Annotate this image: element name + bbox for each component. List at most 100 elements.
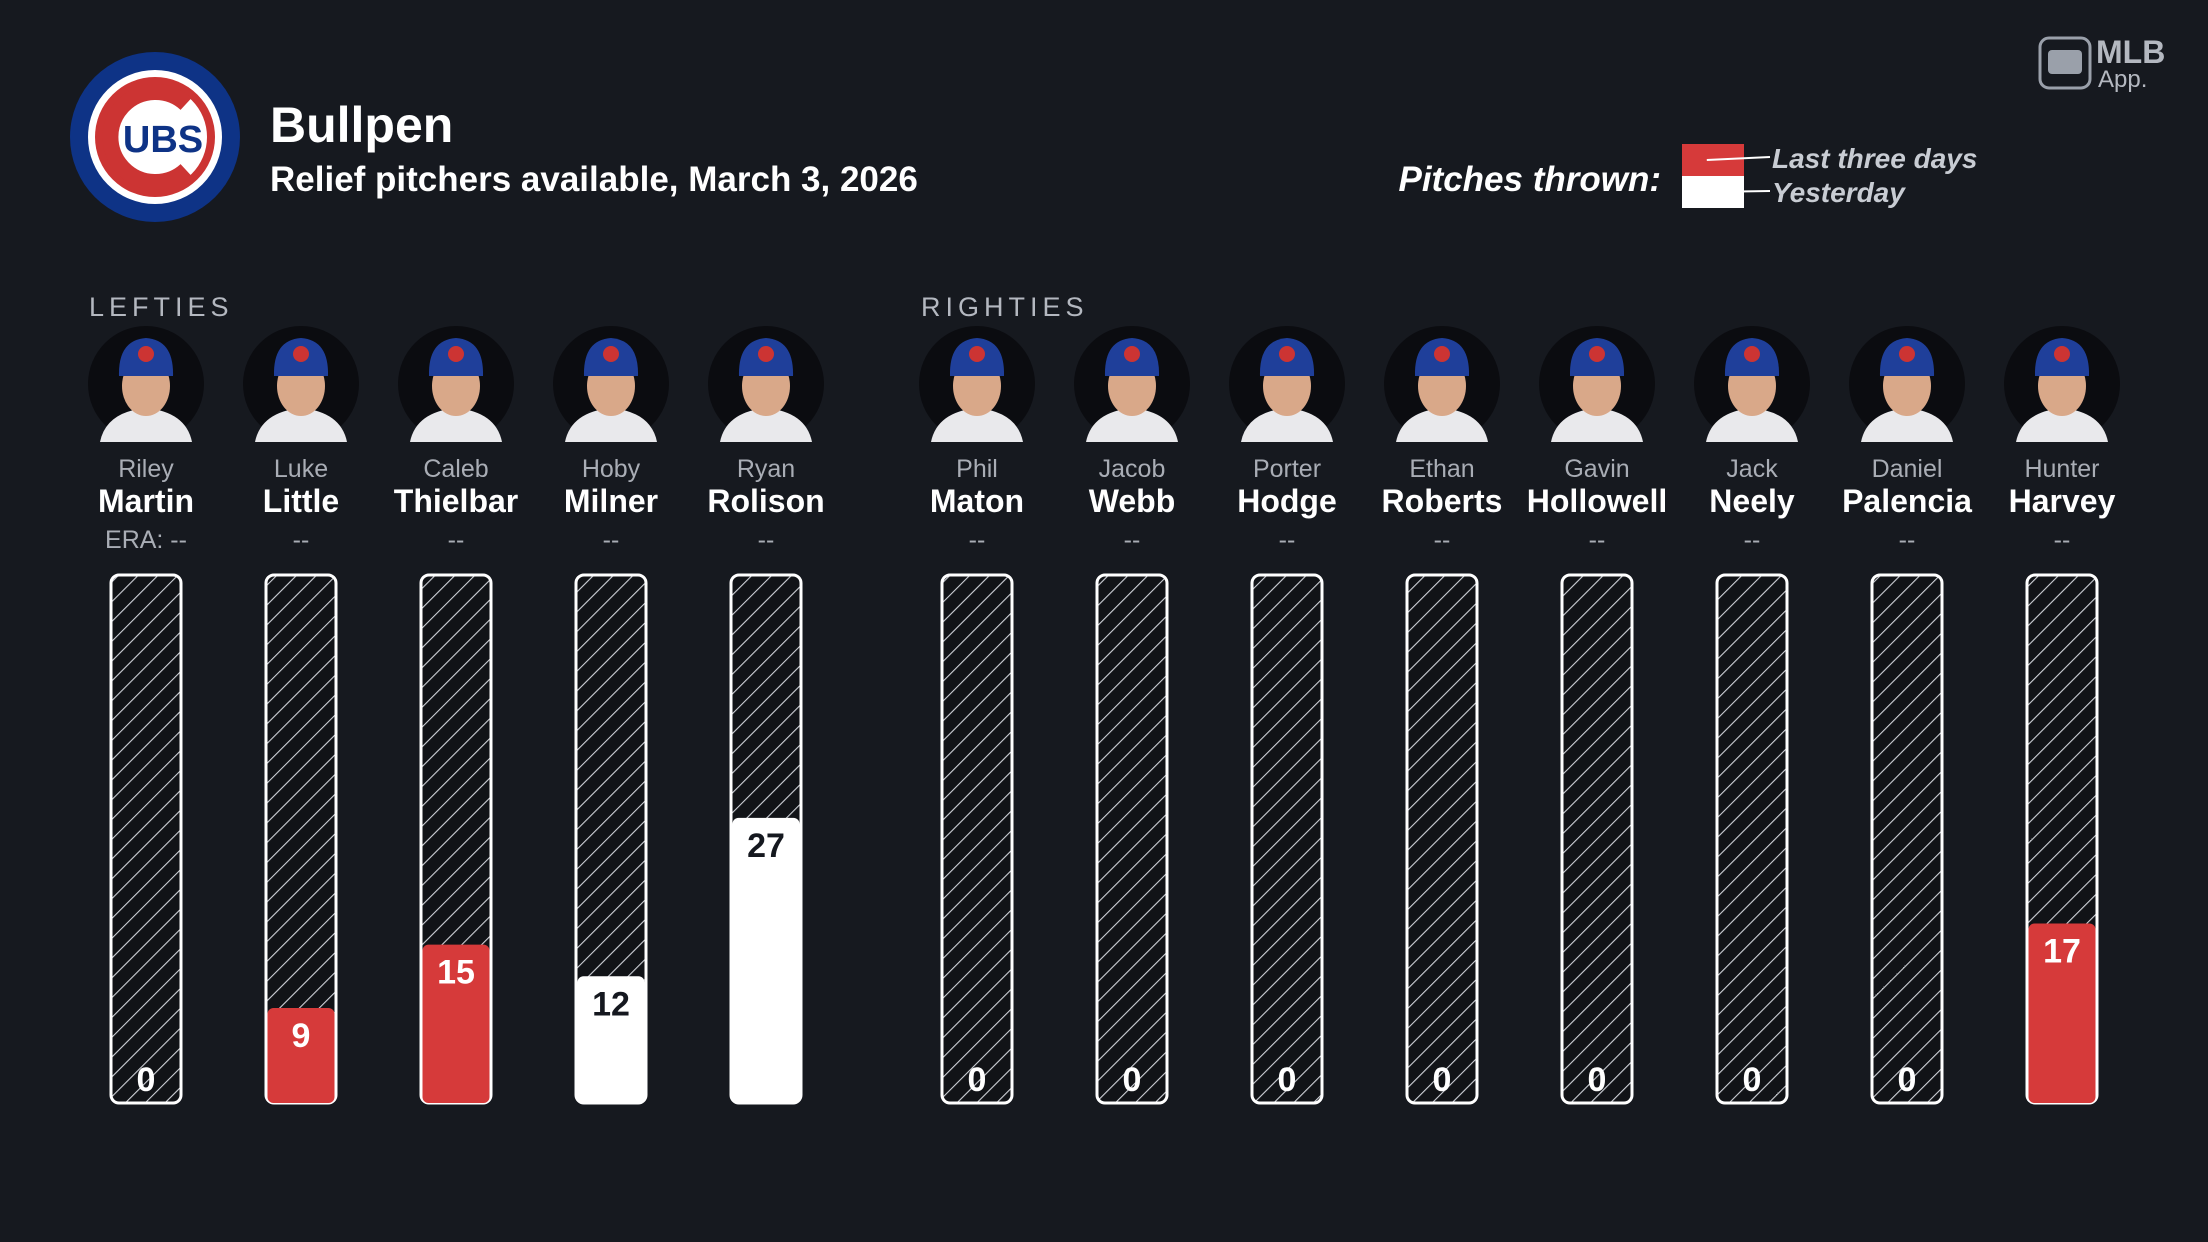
player-photo bbox=[1229, 326, 1345, 442]
bar-track bbox=[1095, 573, 1169, 1105]
bar bbox=[2028, 923, 2096, 1103]
last-name: Roberts bbox=[1382, 483, 1503, 519]
logo-text: UBS bbox=[123, 119, 203, 161]
legend-label: Yesterday bbox=[1772, 177, 1906, 208]
value-label: 0 bbox=[1433, 1061, 1452, 1099]
last-name: Thielbar bbox=[394, 483, 518, 519]
photo-cap-logo bbox=[293, 346, 309, 362]
photo-cap-logo bbox=[969, 346, 985, 362]
value-label: 0 bbox=[1898, 1061, 1917, 1099]
photo-shoulders bbox=[100, 408, 192, 442]
brand-sub: App. bbox=[2098, 66, 2147, 93]
last-name: Maton bbox=[930, 483, 1024, 519]
player-photo bbox=[398, 326, 514, 442]
first-name: Luke bbox=[274, 455, 328, 483]
group-label: LEFTIES bbox=[89, 292, 234, 322]
legend-title: Pitches thrown: bbox=[1398, 160, 1661, 199]
last-name: Milner bbox=[564, 483, 658, 519]
legend-leader bbox=[1706, 156, 1771, 161]
era: -- bbox=[969, 526, 986, 554]
bar bbox=[422, 944, 490, 1103]
value-label: 0 bbox=[1743, 1061, 1762, 1099]
photo-cap-logo bbox=[603, 346, 619, 362]
photo-cap-logo bbox=[138, 346, 154, 362]
legend-leader bbox=[1706, 190, 1771, 193]
first-name: Daniel bbox=[1872, 455, 1943, 483]
value-label: 12 bbox=[592, 985, 630, 1023]
bar-track bbox=[1560, 573, 1634, 1105]
last-name: Neely bbox=[1709, 483, 1795, 519]
first-name: Hunter bbox=[2024, 455, 2099, 483]
bar bbox=[732, 817, 800, 1103]
photo-cap-logo bbox=[1589, 346, 1605, 362]
photo-cap-logo bbox=[2054, 346, 2070, 362]
player-photo bbox=[2004, 326, 2120, 442]
player-photo bbox=[1074, 326, 1190, 442]
player-photo bbox=[553, 326, 669, 442]
photo-cap-logo bbox=[1744, 346, 1760, 362]
era: -- bbox=[2054, 526, 2071, 554]
bar-track bbox=[1715, 573, 1789, 1105]
photo-shoulders bbox=[2016, 408, 2108, 442]
last-name: Webb bbox=[1089, 483, 1176, 519]
legend-label: Last three days bbox=[1772, 143, 1977, 174]
bar-track bbox=[1870, 573, 1944, 1105]
player-photo bbox=[88, 326, 204, 442]
first-name: Jacob bbox=[1099, 455, 1166, 483]
photo-cap-logo bbox=[1434, 346, 1450, 362]
last-name: Harvey bbox=[2009, 483, 2116, 519]
bar-track bbox=[1250, 573, 1324, 1105]
last-name: Hodge bbox=[1237, 483, 1337, 519]
value-label: 17 bbox=[2043, 932, 2081, 970]
era: ERA: -- bbox=[105, 526, 187, 554]
era: -- bbox=[1589, 526, 1606, 554]
first-name: Ryan bbox=[737, 455, 795, 483]
last-name: Little bbox=[263, 483, 339, 519]
photo-cap-logo bbox=[1279, 346, 1295, 362]
team-logo: UBS bbox=[70, 52, 240, 222]
bar bbox=[577, 976, 645, 1103]
first-name: Jack bbox=[1726, 455, 1778, 483]
first-name: Caleb bbox=[423, 455, 488, 483]
bar bbox=[267, 1007, 335, 1103]
value-label: 0 bbox=[1123, 1061, 1142, 1099]
first-name: Phil bbox=[956, 455, 998, 483]
era: -- bbox=[293, 526, 310, 554]
value-label: 0 bbox=[968, 1061, 987, 1099]
bar-track bbox=[940, 573, 1014, 1105]
era: -- bbox=[1899, 526, 1916, 554]
last-name: Hollowell bbox=[1527, 483, 1667, 519]
last-name: Rolison bbox=[707, 483, 824, 519]
photo-cap-logo bbox=[448, 346, 464, 362]
first-name: Gavin bbox=[1564, 455, 1629, 483]
first-name: Riley bbox=[118, 455, 174, 483]
bar-track bbox=[109, 573, 183, 1105]
era: -- bbox=[1744, 526, 1761, 554]
last-name: Palencia bbox=[1842, 483, 1972, 519]
player-photo bbox=[1384, 326, 1500, 442]
photo-shoulders bbox=[931, 408, 1023, 442]
photo-cap-logo bbox=[1899, 346, 1915, 362]
photo-cap-logo bbox=[758, 346, 774, 362]
player-photo bbox=[1694, 326, 1810, 442]
last-name: Martin bbox=[98, 483, 194, 519]
era: -- bbox=[603, 526, 620, 554]
photo-cap-logo bbox=[1124, 346, 1140, 362]
photo-shoulders bbox=[1551, 408, 1643, 442]
first-name: Porter bbox=[1253, 455, 1321, 483]
photo-shoulders bbox=[1706, 408, 1798, 442]
player-photo bbox=[708, 326, 824, 442]
era: -- bbox=[1434, 526, 1451, 554]
photo-shoulders bbox=[720, 408, 812, 442]
player-photo bbox=[243, 326, 359, 442]
value-label: 0 bbox=[1588, 1061, 1607, 1099]
era: -- bbox=[1279, 526, 1296, 554]
player-photo bbox=[1849, 326, 1965, 442]
subtitle: Relief pitchers available, March 3, 2026 bbox=[270, 160, 918, 199]
value-label: 15 bbox=[437, 954, 475, 992]
group-label: RIGHTIES bbox=[921, 292, 1089, 322]
first-name: Hoby bbox=[582, 455, 641, 483]
